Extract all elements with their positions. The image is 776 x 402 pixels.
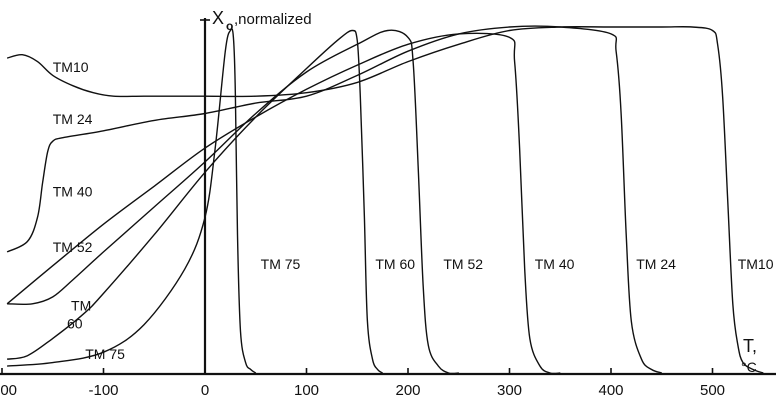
series-line-tm75: [7, 28, 257, 374]
series-line-tm10: [6, 26, 764, 374]
x-axis-label-symbol: T,: [743, 336, 757, 356]
series-label-right-tm75: TM 75: [261, 256, 301, 272]
series-label-left-tm24: TM 24: [53, 111, 93, 127]
x-tick-label: 0: [201, 382, 209, 399]
series-label-left-tm60: TM: [71, 298, 91, 314]
series-line-tm60: [6, 29, 384, 374]
series-layer: TM10 TM10 TM 24 TM 24 TM 40 TM 40 TM 52 TM 52 TM…: [6, 25, 774, 375]
axes: [0, 18, 776, 376]
series-label-right-tm24: TM 24: [636, 256, 676, 272]
y-axis-label-subscript: o: [226, 19, 233, 33]
y-axis-label-symbol: X: [212, 8, 224, 28]
x-tick-label: 500: [700, 382, 725, 399]
series-label-left-tm60-line2: 60: [67, 316, 83, 332]
x-axis-unit: °C: [741, 359, 757, 375]
series-label-right-tm10: TM10: [738, 256, 774, 272]
series-label-left-tm10: TM10: [53, 59, 89, 75]
x-tick-label: 100: [294, 382, 319, 399]
series-label-right-tm40: TM 40: [535, 256, 575, 272]
series-label-left-tm40: TM 40: [53, 184, 93, 200]
series-line-tm40: [6, 32, 561, 375]
series-line-tm24: [6, 25, 663, 374]
series-line-tm52: [7, 29, 459, 375]
series-label-left-tm52: TM 52: [53, 239, 93, 255]
x-tick-label: 300: [497, 382, 522, 399]
x-tick-label: 400: [598, 382, 623, 399]
x-axis-label: T, °C: [741, 336, 757, 375]
x-tick-label: -100: [88, 382, 118, 399]
series-label-right-tm60: TM 60: [375, 256, 415, 272]
x-tick-label: 200: [395, 382, 420, 399]
series-label-left-tm75: TM 75: [85, 346, 125, 362]
x-ticks: -200-1000100200300400500600: [0, 368, 725, 399]
series-label-right-tm52: TM 52: [443, 256, 483, 272]
x-tick-label: -200: [0, 382, 17, 399]
y-axis-label-text: ,normalized: [234, 11, 312, 28]
y-axis-label: X o ,normalized: [212, 8, 312, 33]
